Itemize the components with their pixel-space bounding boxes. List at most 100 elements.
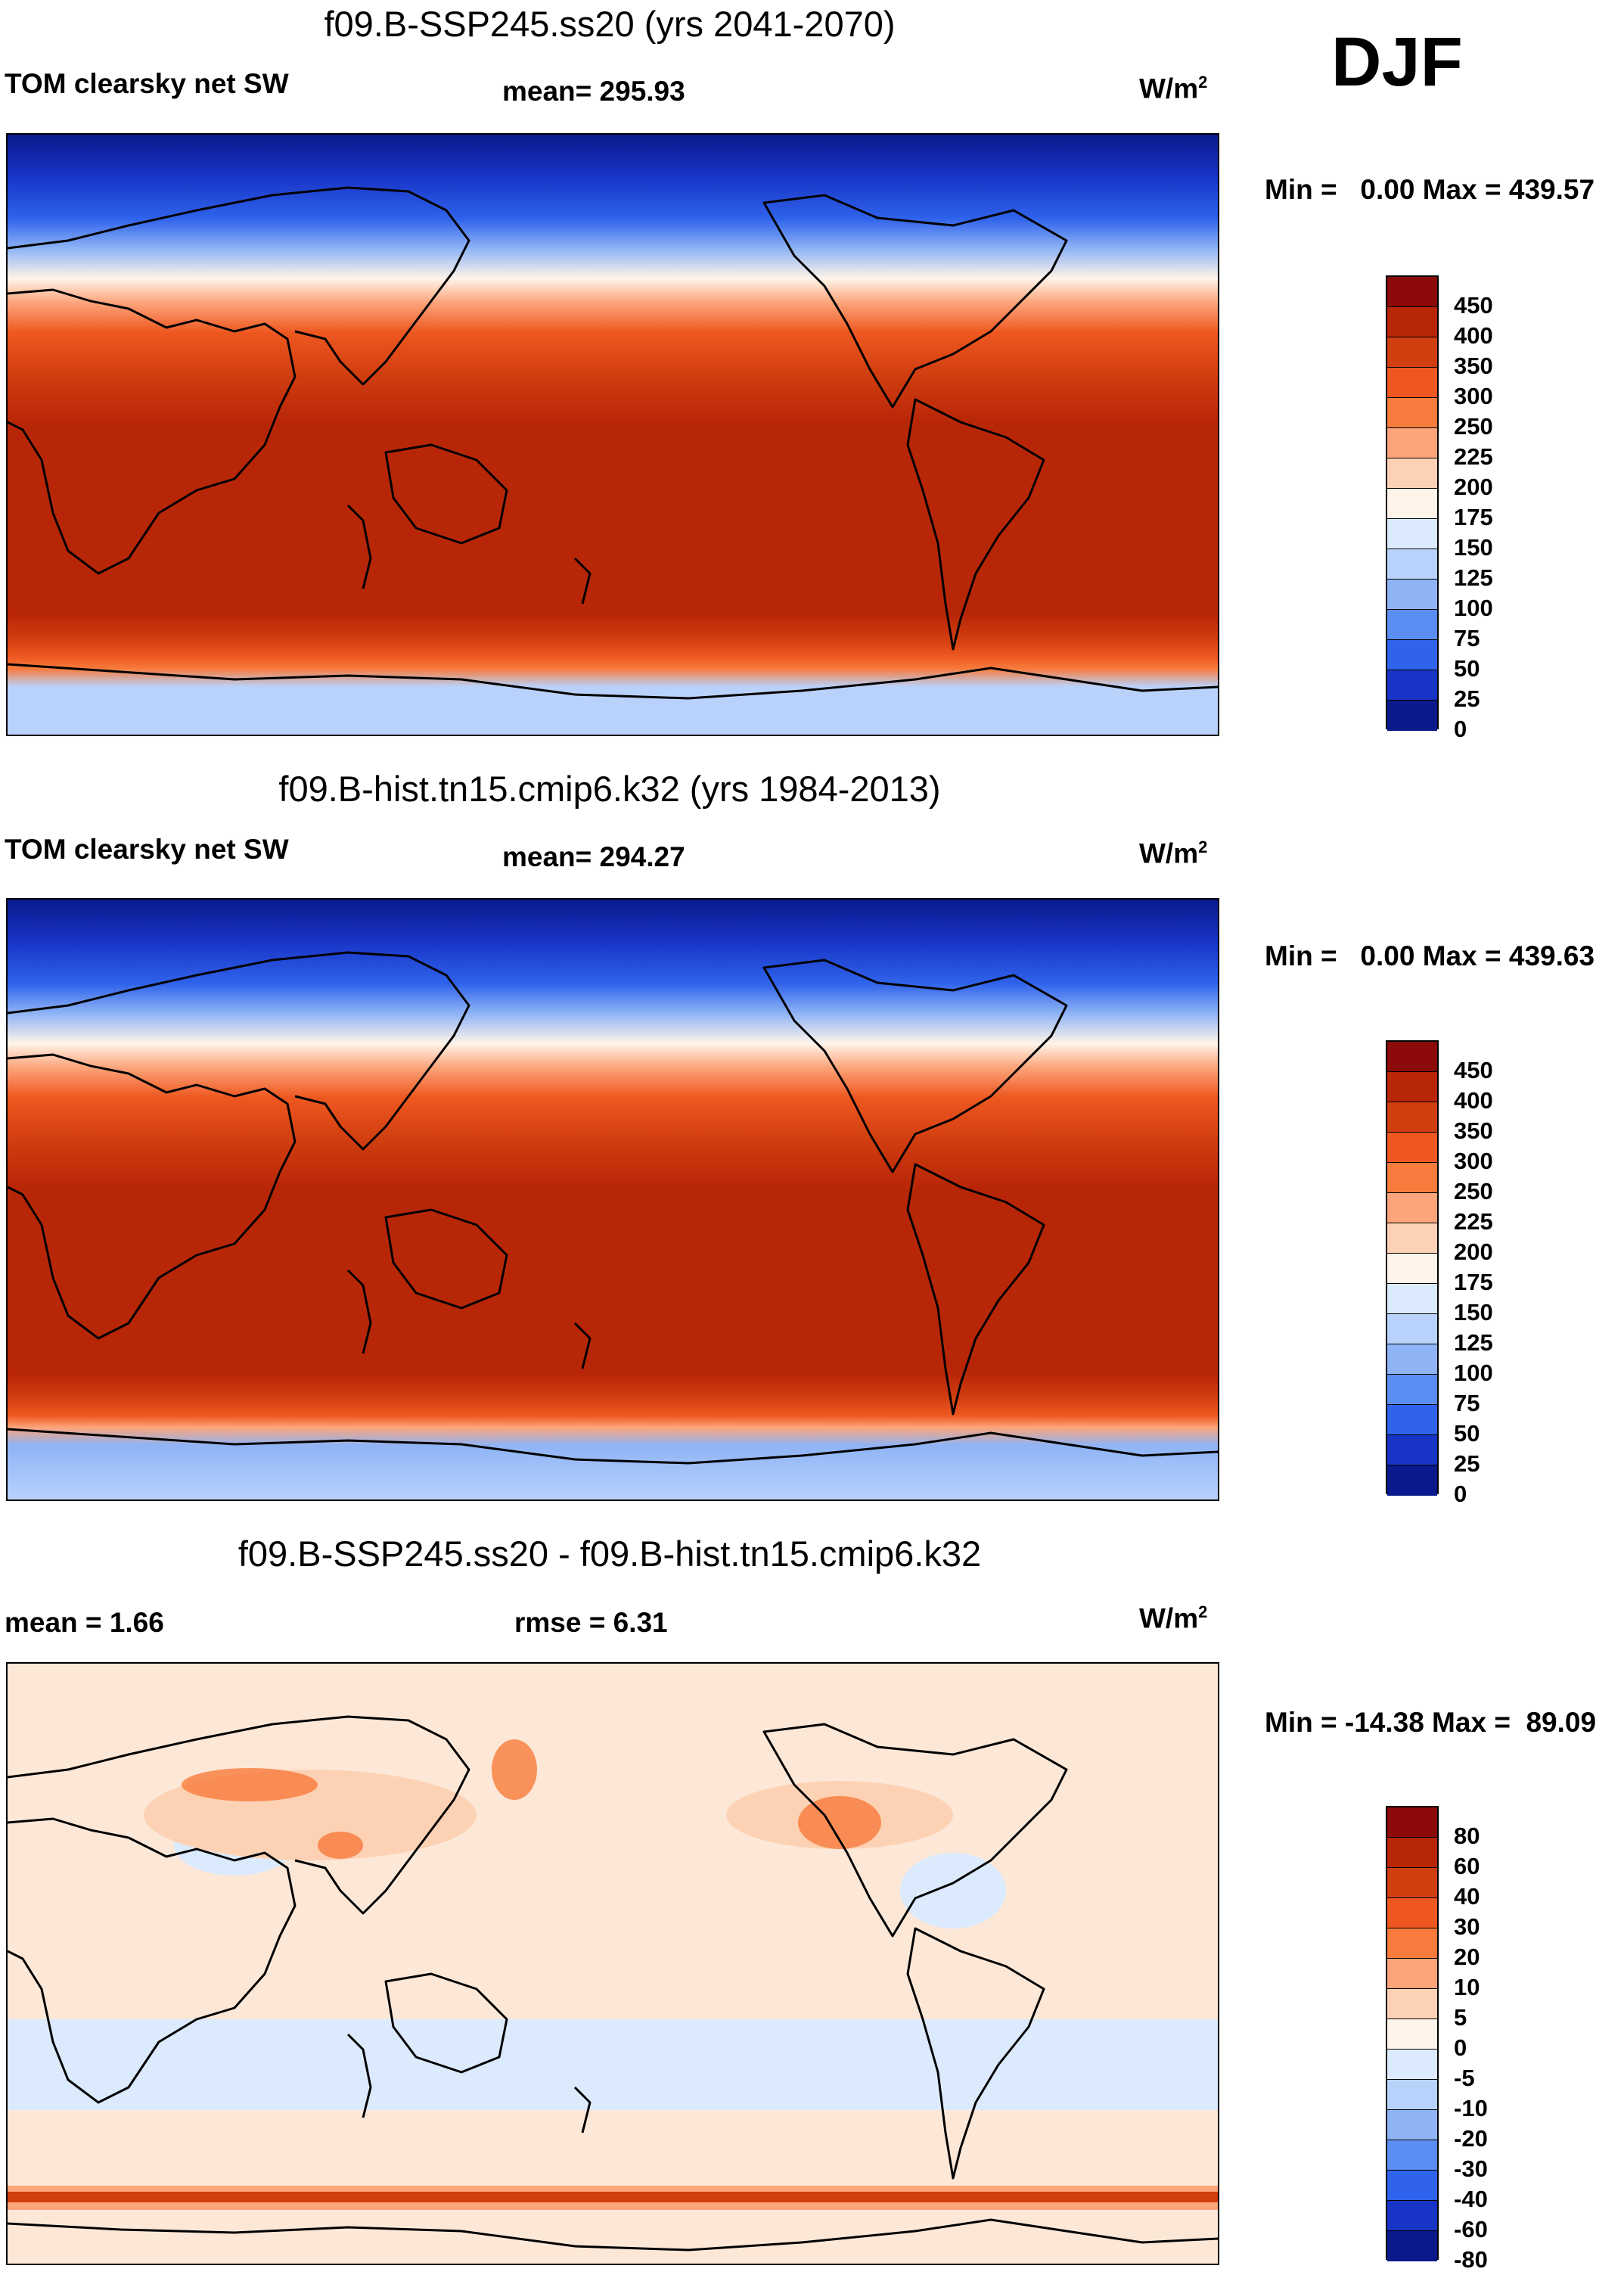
panel1-map-svg	[8, 135, 1218, 735]
colorbar-swatch	[1387, 2201, 1437, 2231]
colorbar-level-label: 60	[1454, 1853, 1480, 1879]
colorbar-level-label: 450	[1454, 1057, 1493, 1083]
colorbar-swatch	[1387, 1435, 1437, 1465]
colorbar-level-label: 250	[1454, 413, 1493, 440]
panel1-colorbar	[1386, 275, 1439, 731]
colorbar-swatch	[1387, 1838, 1437, 1868]
panel3-units-base: W/m	[1139, 1602, 1199, 1634]
colorbar-swatch	[1387, 489, 1437, 519]
panel2-mean-label: mean= 294.27	[502, 841, 685, 872]
colorbar-level-label: 150	[1454, 1299, 1493, 1325]
colorbar-swatch	[1387, 1102, 1437, 1133]
colorbar-swatch	[1387, 1254, 1437, 1284]
colorbar-level-label: 50	[1454, 655, 1480, 682]
colorbar-level-label: 300	[1454, 383, 1493, 409]
colorbar-level-label: 75	[1454, 1390, 1480, 1416]
colorbar-swatch	[1387, 428, 1437, 458]
colorbar-swatch	[1387, 1375, 1437, 1405]
colorbar-level-label: 150	[1454, 534, 1493, 561]
colorbar-level-label: 200	[1454, 474, 1493, 500]
colorbar-level-label: 300	[1454, 1148, 1493, 1174]
panel2-colorbar	[1386, 1040, 1439, 1496]
colorbar-swatch	[1387, 1898, 1437, 1928]
colorbar-swatch	[1387, 1807, 1437, 1838]
colorbar-swatch	[1387, 398, 1437, 428]
panel3-rmse-label: rmse = 6.31	[514, 1607, 668, 1638]
colorbar-level-label: -20	[1454, 2125, 1488, 2152]
colorbar-level-label: 0	[1454, 1481, 1467, 1507]
colorbar-level-label: 0	[1454, 716, 1467, 742]
colorbar-swatch	[1387, 2231, 1437, 2261]
colorbar-swatch	[1387, 1284, 1437, 1314]
colorbar-swatch	[1387, 2019, 1437, 2050]
colorbar-swatch	[1387, 1223, 1437, 1254]
colorbar-level-label: 175	[1454, 1269, 1493, 1295]
colorbar-level-label: 20	[1454, 1944, 1480, 1970]
colorbar-swatch	[1387, 2110, 1437, 2140]
colorbar-swatch	[1387, 610, 1437, 640]
colorbar-swatch	[1387, 2140, 1437, 2171]
colorbar-swatch	[1387, 337, 1437, 368]
colorbar-level-label: -40	[1454, 2186, 1488, 2212]
panel1-units-base: W/m	[1139, 73, 1199, 104]
panel2-units-base: W/m	[1139, 838, 1199, 869]
colorbar-swatch	[1387, 640, 1437, 670]
colorbar-swatch	[1387, 2171, 1437, 2201]
season-label: DJF	[1331, 23, 1463, 101]
panel2-units-exp: 2	[1198, 838, 1208, 856]
colorbar-level-label: 250	[1454, 1178, 1493, 1204]
colorbar-level-label: 25	[1454, 685, 1480, 712]
colorbar-level-label: 40	[1454, 1883, 1480, 1910]
colorbar-level-label: -10	[1454, 2095, 1488, 2121]
colorbar-swatch	[1387, 1959, 1437, 1989]
panel1-variable-label: TOM clearsky net SW	[5, 68, 289, 99]
colorbar-swatch	[1387, 549, 1437, 580]
panel2-map	[6, 898, 1219, 1501]
colorbar-swatch	[1387, 1042, 1437, 1072]
colorbar-swatch	[1387, 1928, 1437, 1959]
colorbar-level-label: -80	[1454, 2246, 1488, 2273]
colorbar-swatch	[1387, 368, 1437, 398]
panel3-units: W/m2	[1139, 1602, 1207, 1634]
panel3-colorbar	[1386, 1806, 1439, 2261]
colorbar-level-label: 50	[1454, 1420, 1480, 1447]
colorbar-swatch	[1387, 2050, 1437, 2080]
panel1-title: f09.B-SSP245.ss20 (yrs 2041-2070)	[324, 4, 896, 44]
colorbar-level-label: 80	[1454, 1823, 1480, 1849]
colorbar-swatch	[1387, 2080, 1437, 2110]
colorbar-level-label: -5	[1454, 2065, 1475, 2091]
colorbar-level-label: 350	[1454, 353, 1493, 379]
colorbar-level-label: 200	[1454, 1238, 1493, 1265]
colorbar-level-label: 10	[1454, 1974, 1480, 2000]
panel3-mean-label: mean = 1.66	[5, 1607, 164, 1638]
colorbar-swatch	[1387, 1405, 1437, 1435]
panel2-map-svg	[8, 900, 1218, 1500]
colorbar-swatch	[1387, 670, 1437, 701]
colorbar-level-label: 225	[1454, 443, 1493, 470]
panel1-minmax: Min = 0.00 Max = 439.57	[1265, 174, 1595, 205]
colorbar-level-label: 400	[1454, 1087, 1493, 1114]
colorbar-level-label: 100	[1454, 1360, 1493, 1386]
colorbar-level-label: 25	[1454, 1450, 1480, 1477]
panel2-variable-label: TOM clearsky net SW	[5, 834, 289, 865]
colorbar-swatch	[1387, 1344, 1437, 1375]
panel3-units-exp: 2	[1198, 1602, 1208, 1621]
panel3-map-svg	[8, 1664, 1218, 2264]
panel1-units-exp: 2	[1198, 73, 1208, 92]
colorbar-level-label: 450	[1454, 292, 1493, 319]
panel2-units: W/m2	[1139, 838, 1207, 869]
colorbar-level-label: 225	[1454, 1208, 1493, 1235]
colorbar-level-label: 100	[1454, 595, 1493, 621]
panel1-units: W/m2	[1139, 73, 1207, 104]
colorbar-level-label: 125	[1454, 564, 1493, 591]
colorbar-swatch	[1387, 580, 1437, 610]
colorbar-swatch	[1387, 277, 1437, 307]
colorbar-level-label: 350	[1454, 1117, 1493, 1144]
panel1-mean-label: mean= 295.93	[502, 76, 685, 107]
panel2-title: f09.B-hist.tn15.cmip6.k32 (yrs 1984-2013…	[278, 769, 941, 809]
colorbar-swatch	[1387, 701, 1437, 731]
panel3-minmax: Min = -14.38 Max = 89.09	[1265, 1707, 1597, 1738]
colorbar-level-label: 0	[1454, 2034, 1467, 2061]
colorbar-level-label: 175	[1454, 504, 1493, 530]
colorbar-swatch	[1387, 1989, 1437, 2019]
